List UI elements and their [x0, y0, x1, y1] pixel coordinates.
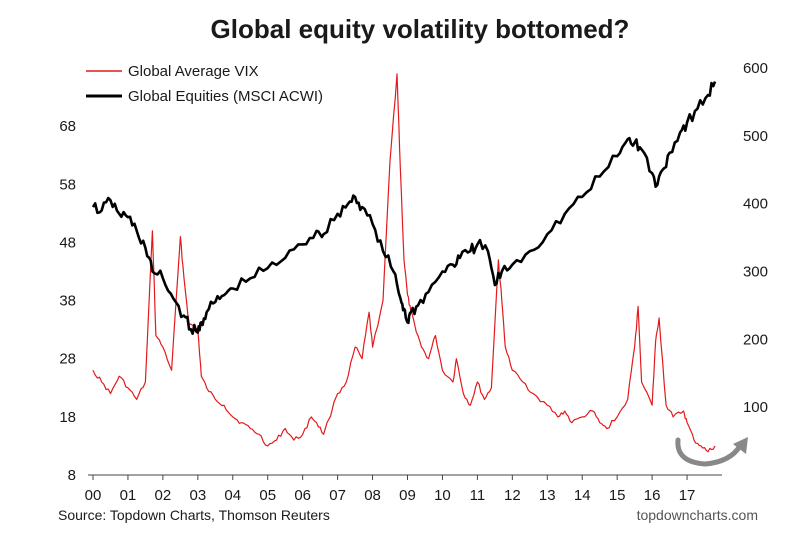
left-tick-label: 28: [59, 351, 76, 368]
left-axis-ticks: 8 18 28 38 48 58 68: [59, 118, 76, 484]
right-tick-label: 100: [743, 399, 768, 416]
series-line-msci-acwi: [91, 81, 717, 335]
right-axis-ticks: 100 200 300 400 500 600: [743, 60, 768, 416]
x-tick-label: 05: [259, 487, 276, 504]
x-tick-label: 09: [399, 487, 416, 504]
x-tick-label: 06: [294, 487, 311, 504]
x-tick-label: 02: [155, 487, 172, 504]
source-note: Source: Topdown Charts, Thomson Reuters: [58, 507, 330, 523]
bottom-arrow-annotation: [675, 437, 748, 467]
x-tick-label: 00: [85, 487, 102, 504]
x-tick-label: 13: [539, 487, 556, 504]
x-tick-label: 14: [574, 487, 591, 504]
x-tick-label: 10: [434, 487, 451, 504]
x-tick-label: 17: [679, 487, 696, 504]
right-tick-label: 400: [743, 196, 768, 213]
x-axis-ticks: 00 01 02 03 04 05 06 07 08 09 10 11 12 13 14 15 16 17: [85, 475, 696, 504]
x-tick-label: 16: [644, 487, 661, 504]
right-tick-label: 600: [743, 60, 768, 77]
x-tick-label: 15: [609, 487, 626, 504]
right-tick-label: 500: [743, 128, 768, 145]
legend: Global Average VIX Global Equities (MSCI…: [86, 63, 323, 105]
series-line-global-vix: [92, 73, 716, 453]
x-tick-label: 01: [120, 487, 137, 504]
brand-watermark: topdowncharts.com: [637, 507, 758, 523]
x-tick-label: 11: [470, 487, 486, 504]
x-tick-label: 03: [189, 487, 206, 504]
left-tick-label: 18: [59, 409, 76, 426]
curved-arrow-icon: [675, 437, 743, 467]
left-tick-label: 38: [59, 293, 76, 310]
chart-title: Global equity volatility bottomed?: [211, 14, 630, 44]
left-tick-label: 58: [59, 176, 76, 193]
left-tick-label: 8: [68, 467, 76, 484]
x-tick-label: 07: [329, 487, 346, 504]
legend-label-vix: Global Average VIX: [128, 63, 259, 80]
series-layer: [91, 73, 717, 453]
right-tick-label: 200: [743, 331, 768, 348]
x-tick-label: 04: [224, 487, 241, 504]
right-tick-label: 300: [743, 264, 768, 281]
x-tick-label: 08: [364, 487, 381, 504]
legend-label-acwi: Global Equities (MSCI ACWI): [128, 88, 323, 105]
x-tick-label: 12: [504, 487, 521, 504]
left-tick-label: 48: [59, 234, 76, 251]
arrow-head-icon: [733, 437, 748, 454]
left-tick-label: 68: [59, 118, 76, 135]
